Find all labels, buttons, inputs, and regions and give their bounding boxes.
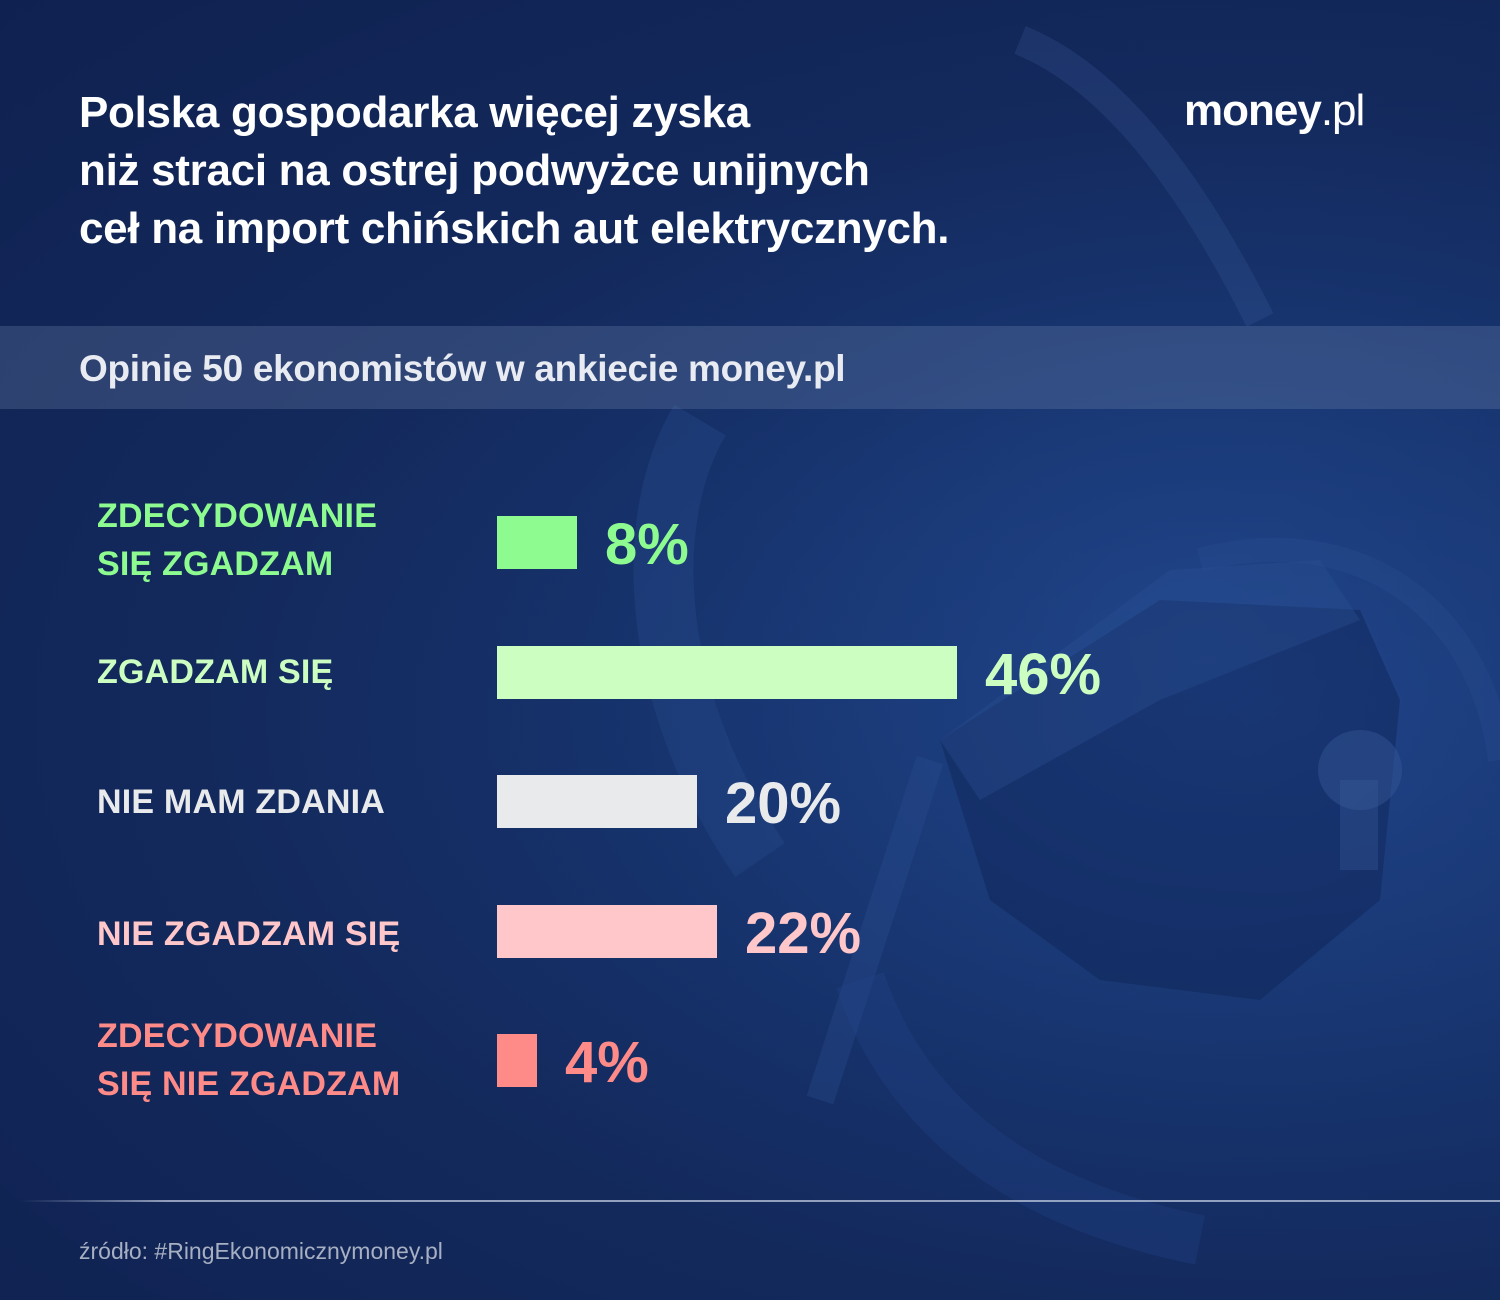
bar-label: ZGADZAM SIĘ	[97, 648, 333, 696]
bar-value: 22%	[745, 901, 862, 966]
bar-value: 46%	[985, 642, 1102, 707]
bar-label: ZDECYDOWANIE SIĘ NIE ZGADZAM	[97, 1012, 400, 1108]
bar-label-line: ZDECYDOWANIE	[97, 497, 378, 535]
title-line-1: Polska gospodarka więcej zyska	[79, 88, 750, 137]
bar	[497, 775, 697, 828]
bar-value: 8%	[605, 512, 689, 577]
money-pl-logo: money.pl	[1184, 86, 1365, 136]
footer-divider	[20, 1200, 1500, 1202]
bar	[497, 905, 717, 958]
bar-label-line: ZDECYDOWANIE	[97, 1017, 378, 1055]
subtitle-band	[0, 326, 1500, 409]
bar-value: 4%	[565, 1030, 649, 1095]
logo-suffix: .pl	[1320, 86, 1365, 135]
chart-subtitle: Opinie 50 ekonomistów w ankiecie money.p…	[79, 348, 846, 389]
bar	[497, 646, 957, 699]
bar-label-line: NIE ZGADZAM SIĘ	[97, 915, 401, 953]
title-line-3: ceł na import chińskich aut elektrycznyc…	[79, 204, 950, 253]
source-note: źródło: #RingEkonomicznymoney.pl	[79, 1238, 443, 1264]
bar-label-line: ZGADZAM SIĘ	[97, 653, 334, 691]
bar-value: 20%	[725, 771, 842, 836]
bar-label: NIE ZGADZAM SIĘ	[97, 910, 400, 958]
bar-label-line: SIĘ NIE ZGADZAM	[97, 1065, 401, 1103]
bar-label: NIE MAM ZDANIA	[97, 778, 385, 826]
title-line-2: niż straci na ostrej podwyżce unijnych	[79, 146, 870, 195]
bar	[497, 516, 577, 569]
logo-main: money	[1184, 86, 1322, 135]
bar-label: ZDECYDOWANIE SIĘ ZGADZAM	[97, 492, 377, 588]
chart-title: Polska gospodarka więcej zyska niż strac…	[79, 84, 1129, 258]
bar	[497, 1034, 537, 1087]
bar-label-line: SIĘ ZGADZAM	[97, 545, 334, 583]
bar-label-line: NIE MAM ZDANIA	[97, 783, 385, 821]
